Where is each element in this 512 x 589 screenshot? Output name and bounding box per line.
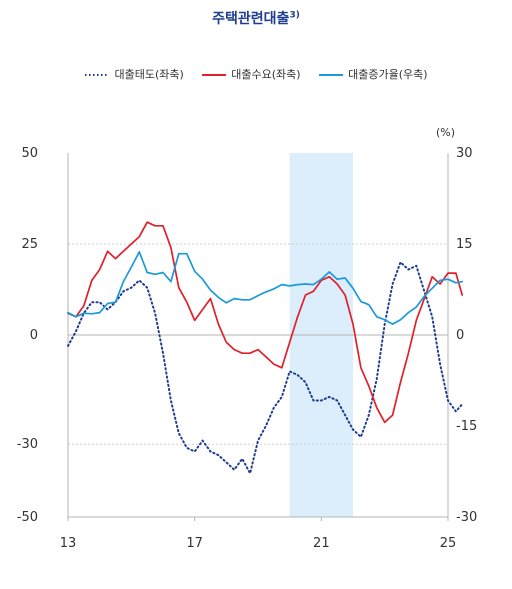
series-line-demand	[67, 221, 464, 424]
x-tick-label: 13	[60, 536, 77, 551]
title-note: 3)	[289, 10, 300, 21]
left-tick-label: -50	[17, 510, 38, 525]
legend-label-growth: 대출증가율(우축)	[348, 68, 428, 81]
chart-title: 주택관련대출3)	[0, 8, 512, 28]
legend-swatch-growth	[319, 74, 344, 76]
left-tick-label: 0	[30, 328, 38, 343]
legend-label-attitude: 대출태도(좌축)	[114, 68, 184, 81]
x-tick-label: 21	[313, 536, 330, 551]
left-tick-label: -30	[17, 437, 38, 452]
legend-swatch-demand	[202, 74, 227, 76]
legend-item-demand: 대출수요(좌축)	[201, 66, 301, 82]
x-tick-label: 17	[186, 536, 203, 551]
legend-item-growth: 대출증가율(우축)	[318, 66, 428, 82]
right-tick-label: -30	[456, 510, 477, 525]
series-line-attitude	[67, 261, 464, 475]
left-tick-label: 25	[21, 237, 38, 252]
right-tick-label: 0	[456, 328, 464, 343]
legend-label-demand: 대출수요(좌축)	[231, 68, 301, 81]
right-tick-label: 15	[456, 237, 473, 252]
series-line-growth	[67, 251, 464, 325]
right-tick-label: -15	[456, 419, 477, 434]
title-text: 주택관련대출	[212, 11, 290, 27]
legend-swatch-attitude	[85, 74, 110, 76]
legend-item-attitude: 대출태도(좌축)	[84, 66, 184, 82]
right-tick-label: 30	[456, 146, 473, 161]
right-axis-unit: (%)	[436, 126, 455, 139]
chart-legend: 대출태도(좌축) 대출수요(좌축) 대출증가율(우축)	[0, 66, 512, 82]
x-tick-label: 25	[440, 536, 457, 551]
left-tick-label: 50	[21, 146, 38, 161]
